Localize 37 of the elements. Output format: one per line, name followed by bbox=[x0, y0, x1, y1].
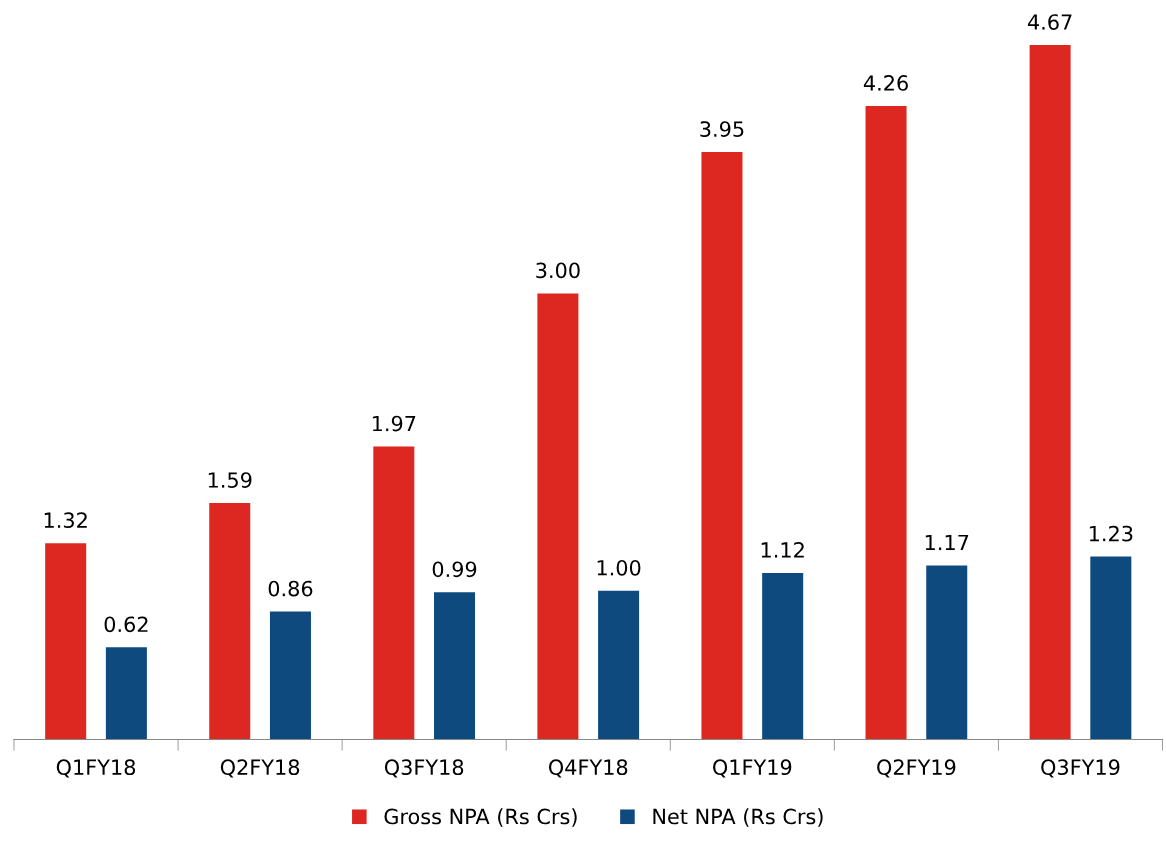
bar bbox=[537, 293, 579, 740]
bar bbox=[209, 503, 251, 740]
bar bbox=[1090, 556, 1132, 740]
bar bbox=[701, 152, 743, 740]
x-tick-label: Q2FY19 bbox=[877, 759, 956, 778]
bar bbox=[434, 592, 476, 740]
data-label: 1.97 bbox=[372, 415, 416, 432]
bar bbox=[762, 572, 804, 740]
bar bbox=[926, 565, 968, 740]
bar bbox=[105, 647, 147, 740]
x-tick-label: Q1FY19 bbox=[713, 759, 792, 778]
data-label: 0.86 bbox=[268, 580, 313, 597]
x-tick-label: Q4FY18 bbox=[548, 759, 628, 778]
data-label: 1.23 bbox=[1089, 525, 1133, 542]
data-label: 0.99 bbox=[432, 561, 477, 578]
x-tick-label: Q3FY19 bbox=[1041, 759, 1120, 778]
x-tick-label: Q2FY18 bbox=[220, 759, 300, 778]
data-label: 1.00 bbox=[597, 559, 641, 576]
data-label: 1.17 bbox=[925, 534, 969, 551]
data-label: 4.67 bbox=[1027, 14, 1072, 30]
bar bbox=[373, 446, 415, 740]
data-label: 1.59 bbox=[208, 472, 252, 488]
bar bbox=[865, 106, 907, 740]
bar bbox=[269, 611, 311, 740]
data-label: 3.00 bbox=[536, 262, 580, 279]
data-label: 0.62 bbox=[104, 616, 148, 633]
data-label: 4.26 bbox=[863, 75, 908, 91]
bar bbox=[598, 590, 640, 740]
bar bbox=[1029, 45, 1071, 740]
x-tick-label: Q3FY18 bbox=[384, 759, 464, 778]
bar bbox=[45, 543, 87, 740]
data-label: 3.95 bbox=[700, 121, 744, 137]
data-label: 1.32 bbox=[44, 512, 87, 529]
x-tick-label: Q1FY18 bbox=[56, 759, 136, 778]
legend-label: Gross NPA (Rs Crs) bbox=[384, 808, 577, 827]
legend-label: Net NPA (Rs Crs) bbox=[653, 808, 823, 827]
data-label: 1.12 bbox=[761, 542, 804, 558]
